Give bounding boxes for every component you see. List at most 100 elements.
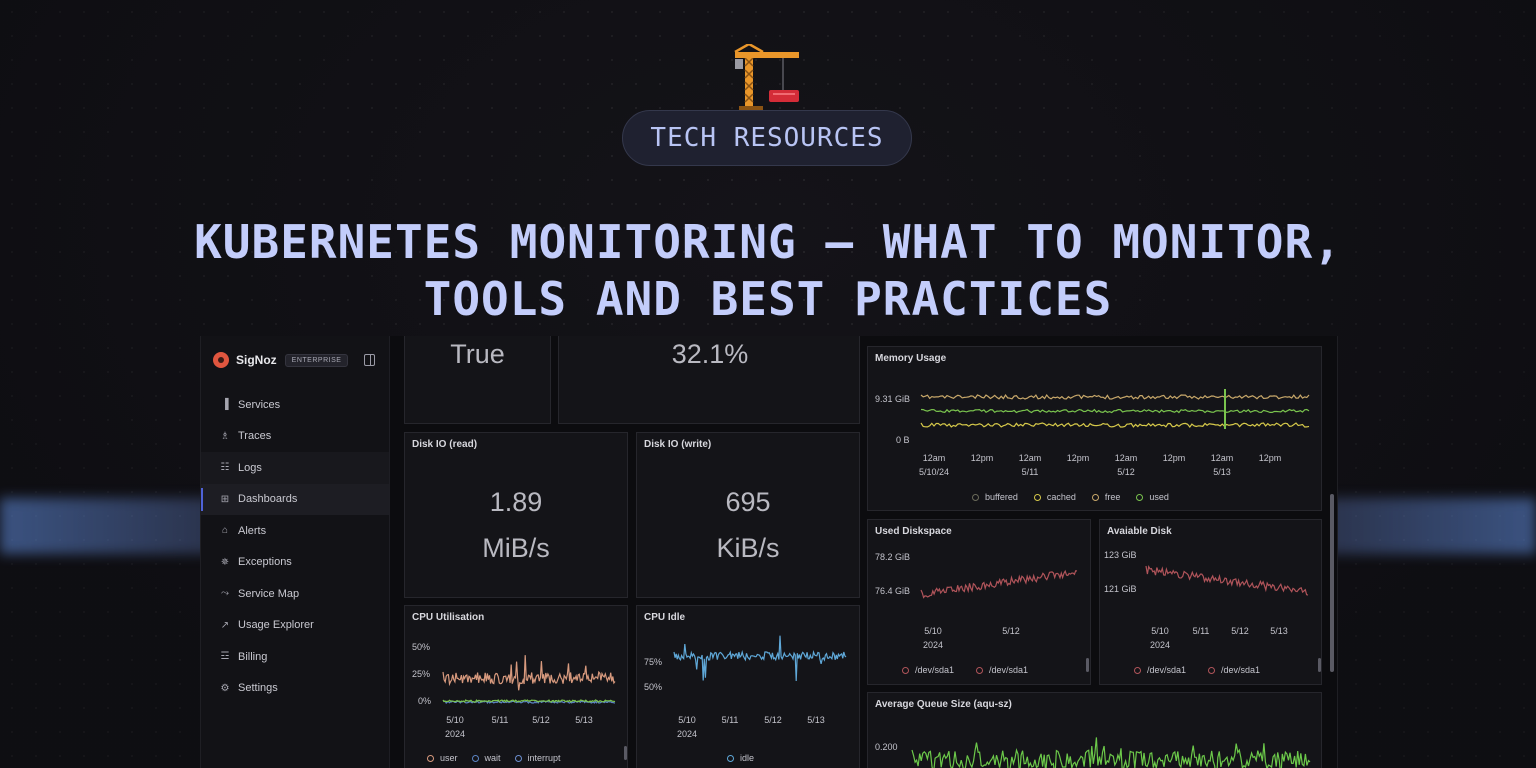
route-icon: ⤳	[221, 588, 229, 600]
page-title: KUBERNETES MONITORING – WHAT TO MONITOR,…	[100, 214, 1436, 328]
sidebar-item-label: Billing	[238, 650, 268, 663]
title-line-1: KUBERNETES MONITORING – WHAT TO MONITOR,	[194, 215, 1342, 269]
legend-scrollbar[interactable]	[1318, 658, 1321, 672]
sidebar-item-settings[interactable]: ⚙ Settings	[201, 673, 389, 705]
edition-badge: ENTERPRISE	[284, 353, 349, 367]
sidebar-item-label: Settings	[238, 682, 278, 695]
legend-item-used[interactable]: used	[1136, 492, 1169, 502]
brand[interactable]: SigNoz ENTERPRISE	[213, 352, 349, 368]
legend-item-buffered[interactable]: buffered	[972, 492, 1018, 502]
panel-title: Avaiable Disk	[1107, 526, 1172, 537]
sidebar-item-alerts[interactable]: ⌂ Alerts	[201, 515, 389, 547]
brand-name: SigNoz	[236, 353, 277, 367]
panel-disk-io-read[interactable]: Disk IO (read) 1.89 MiB/s	[404, 432, 628, 598]
stat-panel-status[interactable]: True	[404, 336, 551, 424]
panel-cpu-idle[interactable]: CPU Idle 75% 50% 5/10 2024 5/11 5/12 5/1…	[636, 605, 860, 768]
x-tick: 5/13	[807, 715, 825, 725]
series-sda1	[920, 569, 1078, 599]
sidebar-item-dashboards[interactable]: ⊞ Dashboards	[201, 483, 389, 515]
sidebar-collapse-icon[interactable]	[364, 354, 375, 366]
legend-item-idle[interactable]: idle	[727, 753, 754, 763]
sidebar-item-traces[interactable]: ♗ Traces	[201, 421, 389, 453]
cpu-utilisation-plot	[442, 655, 616, 705]
sidebar-item-usage-explorer[interactable]: ↗ Usage Explorer	[201, 610, 389, 642]
x-tick: 5/11	[1192, 626, 1210, 636]
stat-panel-percentage[interactable]: 32.1%	[558, 336, 860, 424]
x-tick: 12pm	[1162, 453, 1186, 463]
stat-unit: KiB/s	[716, 533, 780, 563]
y-tick: 75%	[644, 657, 663, 667]
series-used	[920, 408, 1310, 414]
panel-title: Average Queue Size (aqu-sz)	[875, 699, 1012, 710]
series-cached	[920, 422, 1310, 428]
sidebar-item-billing[interactable]: ☲ Billing	[201, 641, 389, 673]
legend-item-free[interactable]: free	[1091, 492, 1120, 502]
stat-unit: MiB/s	[482, 533, 550, 563]
stat-value: True	[450, 339, 505, 369]
panel-used-diskspace[interactable]: Used Diskspace 78.2 GiB 76.4 GiB 5/10 20…	[867, 519, 1091, 685]
memory-usage-plot	[920, 389, 1310, 429]
title-line-2: TOOLS AND BEST PRACTICES	[423, 272, 1113, 326]
sidebar-item-label: Dashboards	[238, 493, 298, 506]
legend-item-user[interactable]: user	[427, 753, 458, 763]
y-tick: 121 GiB	[1104, 584, 1137, 594]
y-tick: 50%	[644, 682, 663, 692]
legend-item-sda1[interactable]: /dev/sda1	[902, 665, 954, 675]
series-free	[920, 393, 1310, 400]
y-tick: 50%	[412, 642, 431, 652]
legend-item-sda1[interactable]: /dev/sda1	[976, 665, 1028, 675]
x-tick: 5/12	[1231, 626, 1249, 636]
legend: /dev/sda1 /dev/sda1	[1134, 665, 1260, 675]
sidebar-item-service-map[interactable]: ⤳ Service Map	[201, 578, 389, 610]
x-tick: 12am 5/12	[1114, 453, 1138, 477]
tech-resources-badge: TECH RESOURCES	[622, 110, 912, 166]
x-tick: 5/12	[764, 715, 782, 725]
sidebar-item-label: Traces	[238, 430, 272, 443]
legend-item-wait[interactable]: wait	[471, 753, 501, 763]
x-tick: 5/11	[721, 715, 739, 725]
sidebar-item-label: Exceptions	[238, 556, 292, 569]
panel-available-disk[interactable]: Avaiable Disk 123 GiB 121 GiB 5/10 2024 …	[1099, 519, 1322, 685]
legend-item-sda1[interactable]: /dev/sda1	[1208, 665, 1260, 675]
panel-cpu-utilisation[interactable]: CPU Utilisation 50% 25% 0% 5/10 2024 5/1…	[404, 605, 628, 768]
sidebar-item-label: Alerts	[238, 524, 267, 537]
logs-scroll-icon: ☷	[220, 462, 230, 474]
panel-average-queue-size[interactable]: Average Queue Size (aqu-sz) 0.200	[867, 692, 1322, 768]
legend: buffered cached free used	[972, 492, 1169, 502]
legend-scrollbar[interactable]	[1086, 658, 1089, 672]
x-tick: 5/10 2024	[922, 626, 944, 650]
sidebar-item-label: Service Map	[238, 587, 300, 600]
average-queue-size-plot	[911, 737, 1311, 768]
bug-icon: ✵	[220, 556, 230, 568]
x-tick: 12am 5/11	[1018, 453, 1042, 477]
y-tick: 76.4 GiB	[875, 586, 911, 596]
bar-chart-icon: ▐	[221, 399, 229, 411]
gear-icon: ⚙	[220, 682, 230, 694]
sidebar-item-exceptions[interactable]: ✵ Exceptions	[201, 547, 389, 579]
legend-item-sda1[interactable]: /dev/sda1	[1134, 665, 1186, 675]
y-tick: 78.2 GiB	[875, 552, 911, 562]
sidebar-item-logs[interactable]: ☷ Logs	[201, 452, 389, 484]
sidebar: SigNoz ENTERPRISE ▐ Services ♗ Traces ☷ Logs ⊞…	[201, 336, 390, 768]
legend-item-interrupt[interactable]: interrupt	[514, 753, 561, 763]
legend-scrollbar[interactable]	[624, 746, 627, 760]
panel-disk-io-write[interactable]: Disk IO (write) 695 KiB/s	[636, 432, 860, 598]
dashboard-scrollbar[interactable]	[1330, 494, 1334, 672]
sidebar-item-services[interactable]: ▐ Services	[201, 389, 389, 421]
panel-title: CPU Idle	[644, 612, 686, 623]
series-queue	[911, 737, 1311, 768]
stat-value: 32.1%	[671, 339, 749, 369]
signoz-dashboard-window: SigNoz ENTERPRISE ▐ Services ♗ Traces ☷ Logs ⊞…	[200, 336, 1338, 768]
grid-icon: ⊞	[220, 493, 230, 505]
signoz-logo-icon	[213, 352, 229, 368]
legend-item-cached[interactable]: cached	[1033, 492, 1076, 502]
x-tick: 12pm	[1066, 453, 1090, 463]
panel-title: Disk IO (write)	[644, 439, 712, 450]
receipt-icon: ☲	[220, 651, 230, 663]
panel-title: Disk IO (read)	[412, 439, 478, 450]
panel-memory-usage[interactable]: Memory Usage 9.31 GiB 0 B 12am 5/10/24 12…	[867, 346, 1322, 511]
x-tick: 5/11	[491, 715, 509, 725]
x-tick: 5/10 2024	[1149, 626, 1171, 650]
x-tick: 5/13	[1270, 626, 1288, 636]
y-tick: 0.200	[875, 742, 898, 752]
